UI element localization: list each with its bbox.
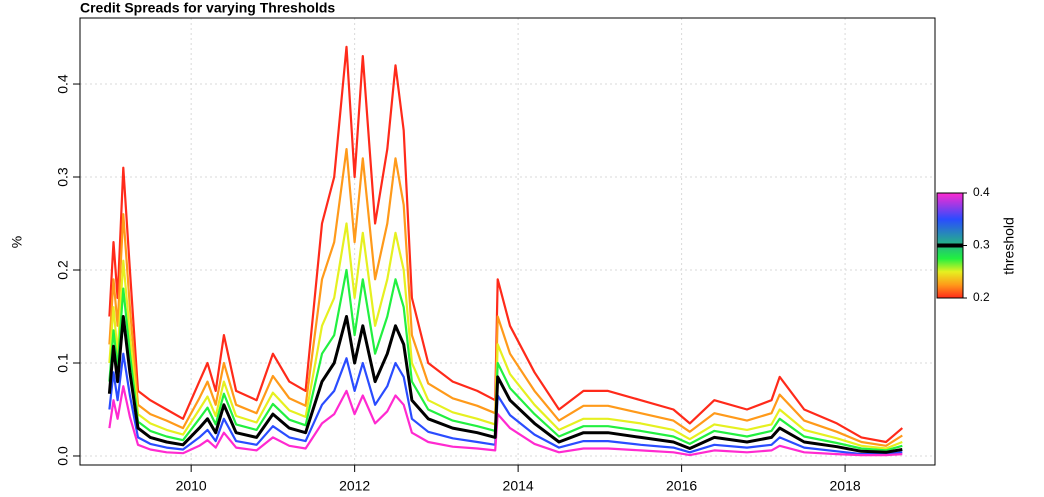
colorbar-tick-label: 0.2 — [973, 290, 990, 304]
series-line — [108, 148, 903, 447]
x-tick-label: 2016 — [666, 478, 697, 494]
y-tick-label: 0.0 — [55, 446, 71, 466]
series-line — [107, 315, 903, 454]
chart-title: Credit Spreads for varying Thresholds — [80, 0, 335, 16]
y-axis-label: % — [9, 236, 25, 248]
colorbar-label: threshold — [1001, 217, 1017, 275]
colorbar-tick-label: 0.4 — [973, 185, 990, 199]
series-line — [108, 268, 903, 452]
y-tick-label: 0.3 — [55, 167, 71, 187]
y-tick-label: 0.4 — [55, 74, 71, 94]
plot-frame — [79, 17, 936, 466]
y-tick-label: 0.1 — [55, 353, 71, 373]
series-line — [108, 352, 903, 456]
x-tick-label: 2012 — [339, 478, 370, 494]
x-tick-label: 2010 — [176, 478, 207, 494]
series-line — [108, 222, 903, 450]
series-line — [108, 385, 903, 457]
series-line — [108, 45, 904, 444]
y-tick-label: 0.2 — [55, 260, 71, 280]
x-tick-label: 2014 — [503, 478, 534, 494]
plot — [107, 45, 904, 457]
x-tick-label: 2018 — [830, 478, 861, 494]
colorbar-tick-label: 0.3 — [973, 238, 990, 252]
